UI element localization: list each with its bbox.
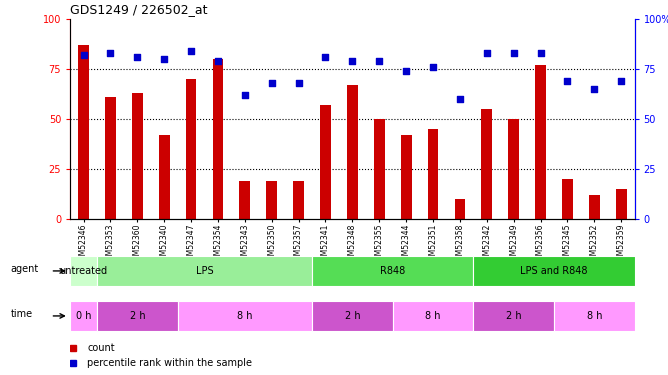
Point [186,48,196,54]
Text: agent: agent [11,264,39,274]
Text: 2 h: 2 h [345,311,360,321]
Bar [312,301,393,331]
Bar [239,181,250,219]
Bar [428,129,438,219]
Text: LPS: LPS [196,266,213,276]
Bar [474,301,554,331]
Bar [78,45,89,219]
Bar [474,256,635,286]
Point [428,64,438,70]
Text: 8 h: 8 h [426,311,441,321]
Bar [347,85,358,219]
Point [401,68,411,74]
Point [508,50,519,56]
Text: GDS1249 / 226502_at: GDS1249 / 226502_at [70,3,208,16]
Point [589,86,600,92]
Point [267,80,277,86]
Point [240,92,250,98]
Bar [535,65,546,219]
Bar [374,119,385,219]
Text: 2 h: 2 h [130,311,145,321]
Bar [454,200,465,219]
Point [320,54,331,60]
Text: untreated: untreated [59,266,108,276]
Point [132,54,143,60]
Text: 8 h: 8 h [587,311,602,321]
Point [374,58,385,64]
Bar [97,301,178,331]
Bar [186,79,196,219]
Text: 2 h: 2 h [506,311,522,321]
Bar [293,181,304,219]
Point [105,50,116,56]
Bar [105,97,116,219]
Bar [393,301,474,331]
Text: 0 h: 0 h [76,311,92,321]
Text: LPS and R848: LPS and R848 [520,266,588,276]
Point [212,58,223,64]
Bar [401,135,411,219]
Bar [482,109,492,219]
Bar [267,181,277,219]
Text: count: count [87,343,115,353]
Point [293,80,304,86]
Point [482,50,492,56]
Bar [508,119,519,219]
Bar [562,179,572,219]
Point [535,50,546,56]
Bar [320,105,331,219]
Bar [212,59,223,219]
Bar [132,93,143,219]
Point [616,78,627,84]
Bar [97,256,312,286]
Point [78,52,89,58]
Point [347,58,358,64]
Bar [159,135,170,219]
Point [562,78,572,84]
Bar [178,301,312,331]
Bar [589,195,600,219]
Point [159,56,170,62]
Bar [554,301,635,331]
Text: percentile rank within the sample: percentile rank within the sample [87,358,252,368]
Bar [70,256,97,286]
Text: 8 h: 8 h [237,311,253,321]
Point [454,96,465,102]
Bar [70,301,97,331]
Text: R848: R848 [380,266,405,276]
Bar [616,189,627,219]
Bar [312,256,474,286]
Text: time: time [11,309,33,320]
